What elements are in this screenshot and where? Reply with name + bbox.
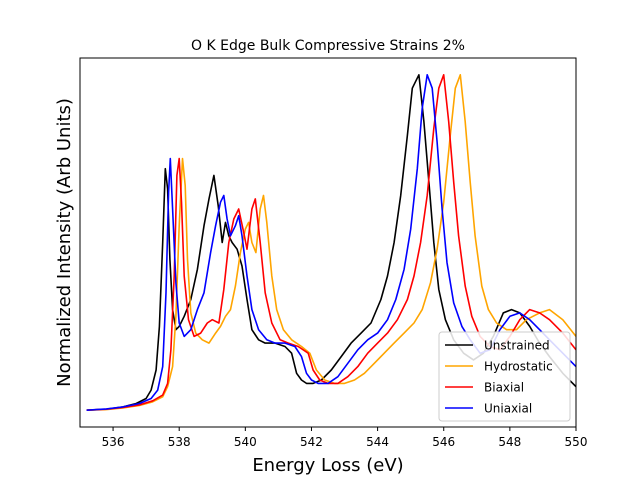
plot-frame [79,57,577,428]
chart-title: O K Edge Bulk Compressive Strains 2% [191,38,465,54]
x-tick-label: 540 [234,435,257,449]
legend-label-hydrostatic: Hydrostatic [484,360,553,374]
x-axis-label: Energy Loss (eV) [252,455,403,476]
legend-frame [438,331,571,422]
x-tick-label: 550 [565,435,588,449]
legend-label-unstrained: Unstrained [484,339,550,353]
series-line-biaxial [86,74,576,411]
legend: Unstrained Hydrostatic Biaxial Uniaxial [438,331,571,422]
x-tick-label: 546 [432,435,455,449]
y-axis-label: Normalized Intensity (Arb Units) [54,98,75,387]
x-tick-label: 542 [300,435,323,449]
x-tick-label: 548 [498,435,521,449]
legend-label-uniaxial: Uniaxial [484,402,532,416]
legend-label-biaxial: Biaxial [484,381,524,395]
x-tick-label: 536 [102,435,125,449]
series-line-hydrostatic [86,74,576,411]
x-tick-label: 544 [366,435,389,449]
x-tick-label: 538 [168,435,191,449]
series-line-uniaxial [86,74,576,411]
